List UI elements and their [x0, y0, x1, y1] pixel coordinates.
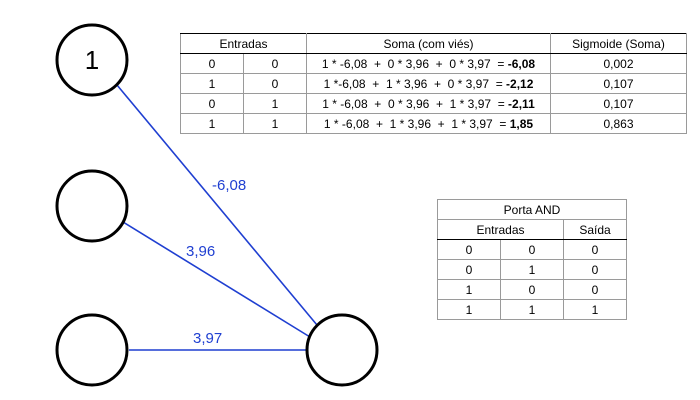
cell-b: 0: [500, 279, 564, 300]
bias-node-label: 1: [85, 45, 99, 75]
cell-a: 1: [437, 279, 501, 300]
and-gate-table: Porta AND Entradas Saída 0 0 0 0 1 0 1 0…: [437, 199, 627, 320]
cell-x2: 1: [243, 113, 307, 134]
header-sum: Soma (com viés): [306, 33, 551, 54]
table-row: 0 0 0: [437, 239, 627, 260]
sum-table: Entradas Soma (com viés) Sigmoide (Soma)…: [180, 33, 687, 134]
table-row: 1 0 0: [437, 279, 627, 300]
cell-x1: 0: [180, 93, 244, 114]
cell-sum: 1 * -6,08 + 1 * 3,96 + 1 * 3,97 = 1,85: [306, 113, 551, 134]
cell-a: 0: [437, 239, 501, 260]
cell-output: 1: [563, 299, 627, 320]
input-node-2: [55, 313, 129, 387]
table-row: 1 0 1 *-6,08 + 1 * 3,96 + 0 * 3,97 = -2,…: [180, 73, 687, 94]
cell-sigmoid: 0,107: [550, 73, 687, 94]
cell-a: 1: [437, 299, 501, 320]
header-sigmoid: Sigmoide (Soma): [550, 33, 687, 54]
cell-x2: 0: [243, 73, 307, 94]
cell-x2: 1: [243, 93, 307, 114]
cell-b: 1: [500, 259, 564, 280]
output-node: [305, 313, 379, 387]
cell-output: 0: [563, 259, 627, 280]
edge-input1-to-output: [122, 221, 311, 338]
sum-expression: 1 * -6,08 + 0 * 3,96 + 1 * 3,97 =: [322, 96, 509, 111]
sum-result: -2,12: [506, 76, 534, 91]
and-table-title-row: Porta AND: [437, 199, 627, 220]
table-row: 1 1 1: [437, 299, 627, 320]
cell-x1: 1: [180, 113, 244, 134]
cell-x1: 0: [180, 53, 244, 74]
and-table-title: Porta AND: [437, 199, 627, 220]
sum-result: -2,11: [508, 96, 535, 111]
and-table-header: Entradas Saída: [437, 219, 627, 240]
cell-sum: 1 * -6,08 + 0 * 3,96 + 0 * 3,97 = -6,08: [306, 53, 551, 74]
cell-output: 0: [563, 279, 627, 300]
sum-result: 1,85: [509, 116, 534, 131]
sum-table-header: Entradas Soma (com viés) Sigmoide (Soma): [180, 33, 687, 54]
cell-sigmoid: 0,863: [550, 113, 687, 134]
sum-result: -6,08: [507, 56, 536, 71]
edge-bias-to-output: [116, 84, 318, 326]
sum-expression: 1 * -6,08 + 1 * 3,96 + 1 * 3,97 =: [323, 116, 510, 131]
cell-sum: 1 *-6,08 + 1 * 3,96 + 0 * 3,97 = -2,12: [306, 73, 551, 94]
sum-expression: 1 *-6,08 + 1 * 3,96 + 0 * 3,97 =: [323, 76, 507, 91]
cell-b: 1: [500, 299, 564, 320]
input-node-1: [55, 169, 129, 243]
cell-sigmoid: 0,107: [550, 93, 687, 114]
table-row: 0 1 0: [437, 259, 627, 280]
bias-node: [55, 23, 129, 97]
cell-x2: 0: [243, 53, 307, 74]
cell-b: 0: [500, 239, 564, 260]
cell-a: 0: [437, 259, 501, 280]
weight-label-input1: 3,96: [186, 243, 215, 260]
sum-expression: 1 * -6,08 + 0 * 3,96 + 0 * 3,97 =: [321, 56, 508, 71]
cell-sigmoid: 0,002: [550, 53, 687, 74]
cell-x1: 1: [180, 73, 244, 94]
header-inputs: Entradas: [437, 219, 564, 240]
header-inputs: Entradas: [180, 33, 307, 54]
header-output: Saída: [563, 219, 627, 240]
cell-sum: 1 * -6,08 + 0 * 3,96 + 1 * 3,97 = -2,11: [306, 93, 551, 114]
cell-output: 0: [563, 239, 627, 260]
weight-label-input2: 3,97: [193, 330, 222, 347]
table-row: 1 1 1 * -6,08 + 1 * 3,96 + 1 * 3,97 = 1,…: [180, 113, 687, 134]
weight-label-bias: -6,08: [212, 177, 246, 194]
table-row: 0 0 1 * -6,08 + 0 * 3,96 + 0 * 3,97 = -6…: [180, 53, 687, 74]
table-row: 0 1 1 * -6,08 + 0 * 3,96 + 1 * 3,97 = -2…: [180, 93, 687, 114]
